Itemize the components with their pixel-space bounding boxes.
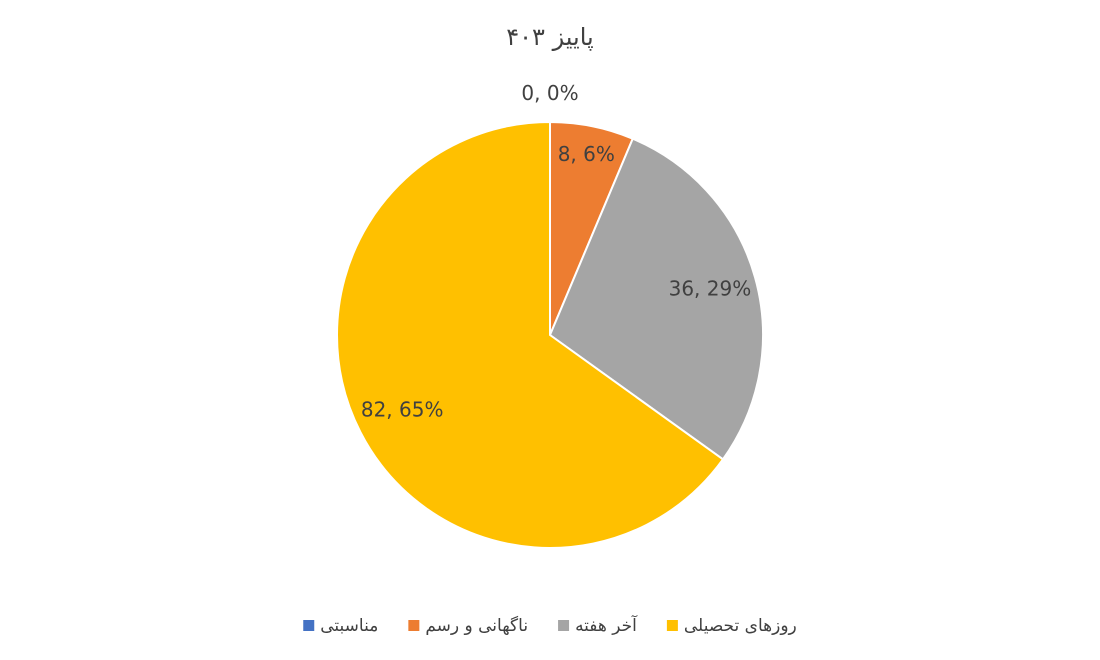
legend-label: آخر هفته [575,614,638,636]
data-label: 36, 29% [669,277,752,301]
legend-swatch [558,620,570,631]
legend-swatch [303,620,315,631]
pie-slice [548,137,764,461]
legend-label: روزهای تحصیلی [684,616,797,636]
pie-slice [336,120,725,549]
data-label: 82, 65% [361,397,444,421]
legend-swatch [666,620,678,631]
data-label: 0, 0% [521,81,578,105]
legend-label: مناسبتی [320,616,378,636]
legend-swatch [408,620,420,631]
chart-title: پاییز ۴۰۳ [506,23,593,51]
legend-label: ناگهانی و رسم [425,615,528,636]
data-label: 8, 6% [558,142,615,166]
